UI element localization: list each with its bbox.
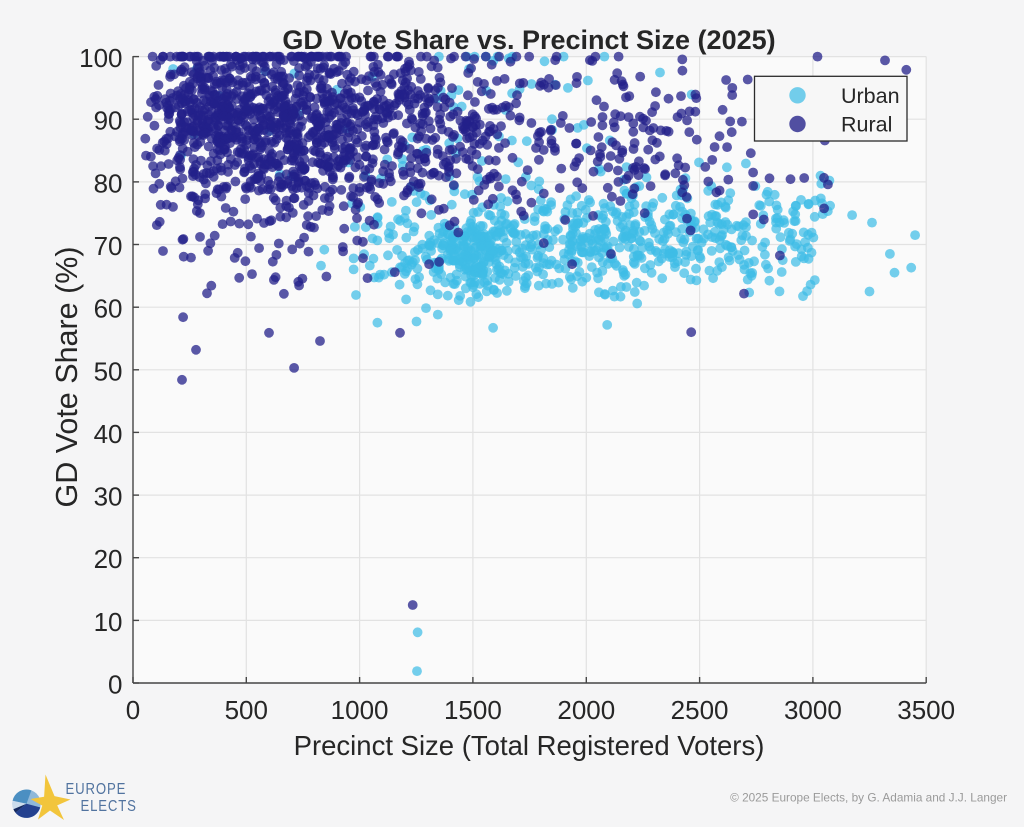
svg-text:90: 90 bbox=[94, 106, 123, 136]
svg-text:40: 40 bbox=[94, 419, 123, 449]
svg-text:0: 0 bbox=[126, 695, 140, 725]
svg-text:3000: 3000 bbox=[784, 695, 842, 725]
svg-text:© 2025 Europe Elects, by G. Ad: © 2025 Europe Elects, by G. Adamia and J… bbox=[730, 791, 1007, 805]
svg-text:0: 0 bbox=[108, 670, 122, 700]
svg-text:30: 30 bbox=[94, 482, 123, 512]
svg-text:Precinct Size (Total Registere: Precinct Size (Total Registered Voters) bbox=[294, 730, 765, 761]
svg-text:500: 500 bbox=[225, 695, 268, 725]
svg-text:50: 50 bbox=[94, 356, 123, 386]
svg-text:60: 60 bbox=[94, 294, 123, 324]
svg-text:80: 80 bbox=[94, 168, 123, 198]
svg-text:Rural: Rural bbox=[841, 113, 892, 137]
svg-text:2000: 2000 bbox=[557, 695, 615, 725]
svg-text:ELECTS: ELECTS bbox=[81, 798, 137, 815]
svg-text:3500: 3500 bbox=[897, 695, 955, 725]
svg-text:1500: 1500 bbox=[444, 695, 502, 725]
svg-text:EUROPE: EUROPE bbox=[66, 781, 127, 798]
svg-text:20: 20 bbox=[94, 544, 123, 574]
svg-text:GD Vote Share vs. Precinct Siz: GD Vote Share vs. Precinct Size (2025) bbox=[282, 25, 775, 55]
svg-text:Urban: Urban bbox=[841, 84, 900, 108]
svg-text:2500: 2500 bbox=[671, 695, 729, 725]
svg-text:1000: 1000 bbox=[331, 695, 389, 725]
svg-text:70: 70 bbox=[94, 231, 123, 261]
svg-text:100: 100 bbox=[79, 43, 122, 73]
svg-text:GD Vote Share (%): GD Vote Share (%) bbox=[50, 246, 84, 507]
svg-text:10: 10 bbox=[94, 607, 123, 637]
